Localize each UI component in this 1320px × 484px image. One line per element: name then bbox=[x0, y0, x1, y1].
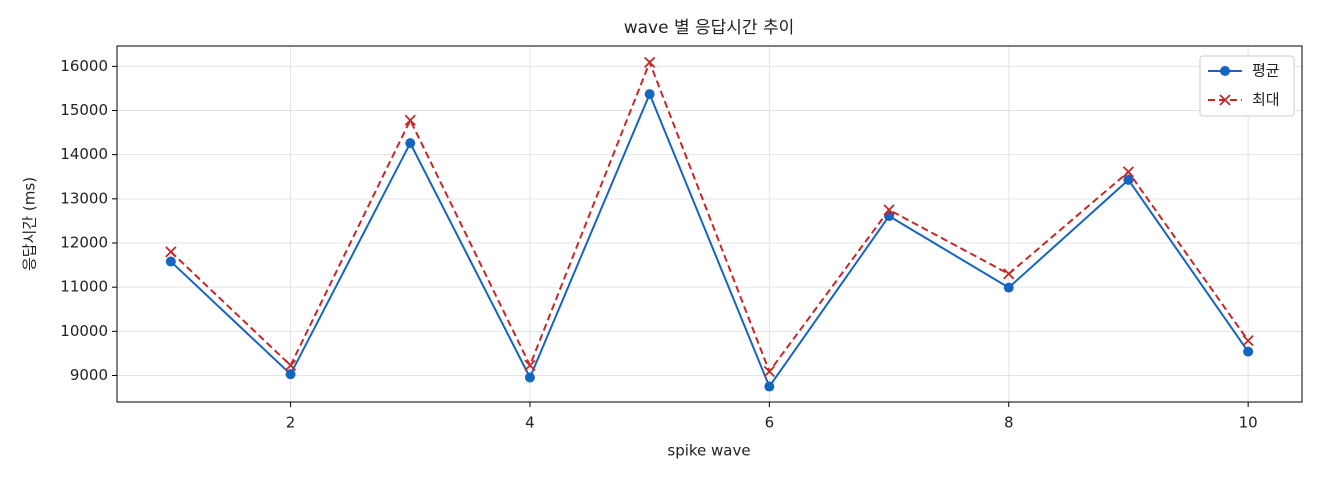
marker bbox=[405, 138, 416, 149]
marker bbox=[1219, 94, 1231, 106]
x-tick-label: 4 bbox=[525, 414, 535, 432]
legend-box bbox=[1199, 55, 1295, 117]
y-tick-label: 16000 bbox=[60, 57, 108, 75]
marker bbox=[524, 372, 535, 383]
marker bbox=[1123, 174, 1134, 185]
x-tick-label: 2 bbox=[286, 414, 296, 432]
series-line bbox=[170, 91, 1249, 389]
x-axis-label: spike wave bbox=[667, 442, 750, 460]
marker bbox=[165, 256, 176, 267]
x-tick-label: 6 bbox=[765, 414, 775, 432]
y-tick-label: 11000 bbox=[60, 278, 108, 296]
y-tick-label: 9000 bbox=[70, 366, 108, 384]
y-axis-label: 응답시간 (ms) bbox=[21, 177, 39, 271]
plot-frame bbox=[116, 45, 1303, 403]
marker bbox=[763, 365, 775, 378]
marker bbox=[284, 359, 297, 371]
marker bbox=[883, 204, 895, 216]
marker bbox=[165, 246, 177, 258]
marker bbox=[1220, 66, 1230, 76]
y-tick-label: 10000 bbox=[60, 322, 108, 340]
legend-label: 평균 bbox=[1252, 62, 1280, 80]
marker bbox=[644, 89, 655, 100]
marker bbox=[1003, 282, 1014, 293]
series-line bbox=[170, 59, 1249, 374]
y-tick-label: 14000 bbox=[60, 145, 108, 163]
marker bbox=[1122, 166, 1135, 178]
marker bbox=[524, 359, 536, 371]
y-tick-label: 15000 bbox=[60, 101, 108, 119]
x-tick-label: 8 bbox=[1004, 414, 1014, 432]
marker bbox=[404, 114, 416, 126]
chart-title: wave 별 응답시간 추이 bbox=[624, 18, 795, 38]
y-tick-label: 12000 bbox=[60, 233, 108, 251]
marker bbox=[1003, 268, 1015, 280]
marker bbox=[644, 56, 656, 68]
legend-label: 최대 bbox=[1252, 91, 1280, 109]
x-tick-label: 10 bbox=[1239, 414, 1258, 432]
marker bbox=[1243, 346, 1254, 357]
marker bbox=[764, 381, 775, 392]
marker bbox=[285, 369, 296, 380]
y-tick-label: 13000 bbox=[60, 189, 108, 207]
marker bbox=[1242, 334, 1254, 347]
